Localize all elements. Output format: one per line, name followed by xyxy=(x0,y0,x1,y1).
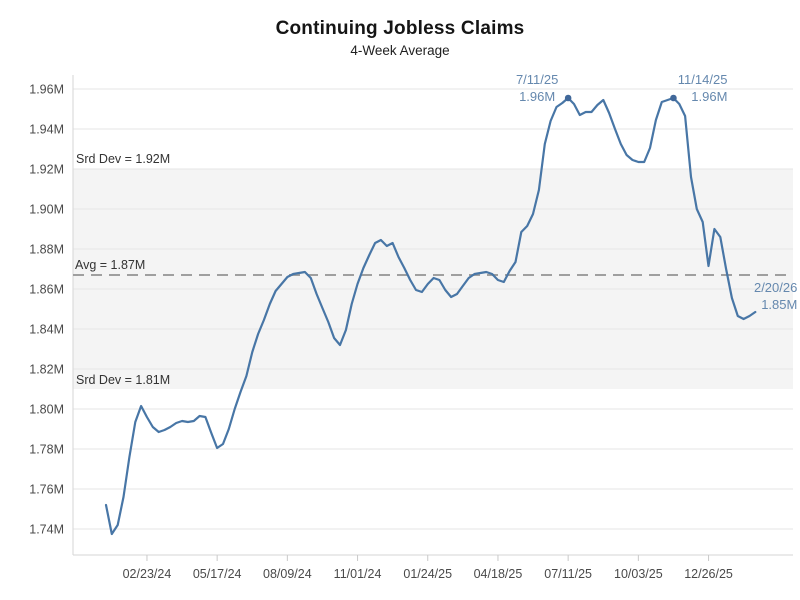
y-axis-tick-label: 1.86M xyxy=(29,283,64,297)
y-axis-tick-label: 1.88M xyxy=(29,243,64,257)
x-axis-tick-label: 11/01/24 xyxy=(334,567,382,581)
std-dev-lower-label: Srd Dev = 1.81M xyxy=(76,373,170,387)
x-axis-tick-label: 08/09/24 xyxy=(263,567,312,581)
std-dev-upper-label: Srd Dev = 1.92M xyxy=(76,152,170,166)
y-axis-tick-label: 1.80M xyxy=(29,403,64,417)
annotation-date: 2/20/26 xyxy=(754,280,797,295)
peak-marker-dot xyxy=(564,94,572,102)
annotation-value: 1.96M xyxy=(519,89,555,104)
x-axis-tick-label: 05/17/24 xyxy=(193,567,242,581)
annotation-date: 7/11/25 xyxy=(516,72,558,87)
chart-title: Continuing Jobless Claims xyxy=(275,18,525,39)
y-axis-tick-label: 1.94M xyxy=(29,123,64,137)
claims-line-series xyxy=(104,96,757,536)
peak-marker-dot xyxy=(670,94,677,102)
y-axis-tick-label: 1.78M xyxy=(29,443,64,457)
chart-subtitle: 4-Week Average xyxy=(350,43,450,58)
annotation-value: 1.96M xyxy=(691,89,727,104)
average-line-label: Avg = 1.87M xyxy=(75,258,145,272)
x-axis-tick-label: 07/11/25 xyxy=(544,567,592,581)
y-axis-tick-label: 1.92M xyxy=(29,163,64,177)
y-axis-tick-label: 1.84M xyxy=(29,323,64,337)
y-axis-tick-label: 1.74M xyxy=(29,523,64,537)
x-axis-tick-label: 10/03/25 xyxy=(614,567,663,581)
annotation-value: 1.85M xyxy=(761,297,797,312)
chart-header: Continuing Jobless Claims 4-Week Average xyxy=(0,18,800,58)
y-axis-tick-label: 1.96M xyxy=(29,83,64,97)
x-axis-tick-label: 02/23/24 xyxy=(123,567,172,581)
x-axis-tick-label: 01/24/25 xyxy=(403,567,452,581)
y-axis-tick-label: 1.90M xyxy=(29,203,64,217)
y-axis-tick-label: 1.76M xyxy=(29,483,64,497)
x-axis-tick-label: 12/26/25 xyxy=(684,567,733,581)
x-axis-tick-label: 04/18/25 xyxy=(474,567,523,581)
y-axis-tick-label: 1.82M xyxy=(29,363,64,377)
annotation-date: 11/14/25 xyxy=(678,72,728,87)
